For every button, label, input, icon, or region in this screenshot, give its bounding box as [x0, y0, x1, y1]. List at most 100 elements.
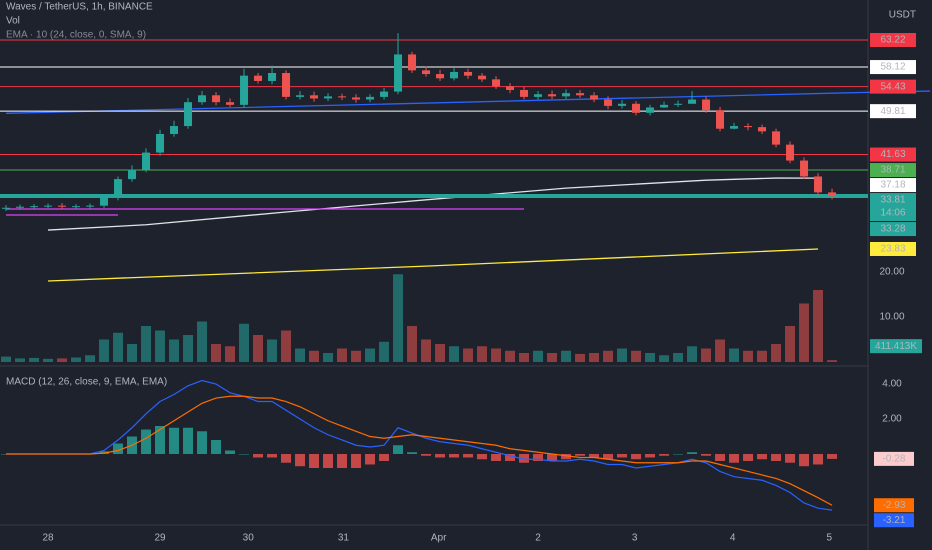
- x-tick-label: 28: [42, 533, 54, 544]
- candle-body: [86, 205, 95, 207]
- volume-bar: [673, 352, 684, 362]
- macd-histogram: [715, 453, 726, 461]
- macd-histogram: [351, 453, 362, 468]
- macd-histogram: [659, 453, 670, 456]
- macd-histogram: [449, 453, 460, 458]
- volume-bar: [225, 346, 236, 362]
- price-tag: [870, 193, 916, 222]
- x-tick-label: 29: [154, 533, 166, 544]
- volume-bar: [477, 346, 488, 362]
- price-tag-label: 54.43: [880, 81, 905, 92]
- price-tag-label: 33.28: [880, 224, 905, 235]
- volume-bar: [785, 325, 796, 362]
- volume-bar: [239, 323, 250, 362]
- macd-histogram: [757, 453, 768, 460]
- macd-histogram: [687, 452, 698, 454]
- candle-body: [562, 93, 571, 97]
- candle-body: [30, 206, 39, 208]
- macd-histogram: [253, 453, 264, 458]
- volume-bar: [253, 334, 264, 362]
- volume-bar: [295, 348, 306, 362]
- legend-line: EMA · 10 (24, close, 0, SMA, 9): [6, 30, 146, 41]
- volume-bar: [141, 325, 152, 362]
- macd-histogram: [393, 445, 404, 454]
- macd-histogram: [799, 453, 810, 467]
- macd-histogram: [645, 453, 656, 458]
- volume-bar: [337, 348, 348, 362]
- indicator-line: [47, 248, 819, 282]
- candle-body: [828, 192, 837, 197]
- candle-body: [674, 103, 683, 105]
- volume-bar: [645, 352, 656, 362]
- volume-bar: [323, 352, 334, 362]
- price-tag-label: 38.71: [880, 165, 905, 176]
- candle-body: [436, 74, 445, 79]
- macd-histogram: [827, 453, 838, 459]
- volume-bar: [575, 353, 586, 362]
- candle-body: [688, 99, 697, 104]
- macd-histogram: [701, 453, 712, 456]
- symbol-title: Waves / TetherUS, 1h, BINANCE: [6, 2, 153, 13]
- volume-bar: [267, 339, 278, 362]
- volume-bar: [603, 350, 614, 362]
- volume-tag: [870, 339, 922, 354]
- volume-bar: [729, 348, 740, 362]
- price-tag: [870, 60, 916, 75]
- price-tag-label: 37.18: [880, 180, 905, 191]
- candle-body: [366, 96, 375, 100]
- volume-bar: [771, 343, 782, 362]
- macd-tag: [874, 451, 914, 466]
- macd-histogram: [295, 453, 306, 467]
- price-tag-label: 49.81: [880, 106, 905, 117]
- macd-histogram: [281, 453, 292, 463]
- volume-bar: [183, 334, 194, 362]
- candle-body: [324, 96, 333, 99]
- macd-histogram: [547, 453, 558, 461]
- volume-bar: [491, 348, 502, 362]
- macd-histogram: [603, 453, 614, 460]
- volume-tick-label: 20.00: [879, 267, 904, 278]
- volume-bar: [827, 360, 838, 362]
- price-tag-label: 63.22: [880, 35, 905, 46]
- macd-title: MACD (12, 26, close, 9, EMA, EMA): [6, 377, 167, 388]
- macd-histogram: [505, 453, 516, 461]
- macd-histogram: [155, 426, 166, 454]
- volume-bar: [407, 325, 418, 362]
- candle-body: [226, 102, 235, 105]
- price-tag-label: 58.12: [880, 62, 905, 73]
- candle-body: [142, 152, 151, 170]
- macd-histogram: [239, 453, 250, 455]
- countdown: 14:06: [880, 208, 905, 219]
- macd-histogram: [673, 453, 684, 455]
- volume-bar: [715, 339, 726, 362]
- candle-body: [156, 134, 165, 153]
- macd-histogram: [267, 453, 278, 458]
- volume-bar: [547, 352, 558, 362]
- price-tag: [870, 163, 916, 178]
- macd-histogram: [379, 453, 390, 461]
- macd-histogram: [617, 453, 628, 458]
- volume-bar: [43, 358, 54, 362]
- macd-tag-label: -2.93: [883, 500, 906, 511]
- candle-body: [604, 99, 613, 106]
- x-tick-label: 2: [535, 533, 541, 544]
- price-tag-label: 41.63: [880, 149, 905, 160]
- volume-bar: [85, 355, 96, 362]
- candle-body: [758, 127, 767, 132]
- volume-bar: [197, 321, 208, 362]
- macd-histogram: [211, 439, 222, 454]
- macd-histogram: [337, 453, 348, 468]
- macd-histogram: [729, 453, 740, 463]
- volume-bar: [393, 274, 404, 362]
- candle-body: [506, 86, 515, 90]
- price-tag-label: 23.83: [880, 244, 905, 255]
- macd-histogram: [561, 453, 572, 460]
- macd-histogram: [435, 453, 446, 458]
- candle-body: [212, 95, 221, 103]
- x-tick-label: 5: [826, 533, 832, 544]
- price-tag: [870, 178, 916, 193]
- macd-tag-label: -0.28: [883, 454, 906, 465]
- volume-bar: [505, 350, 516, 362]
- candle-body: [16, 206, 25, 208]
- candle-body: [114, 179, 123, 198]
